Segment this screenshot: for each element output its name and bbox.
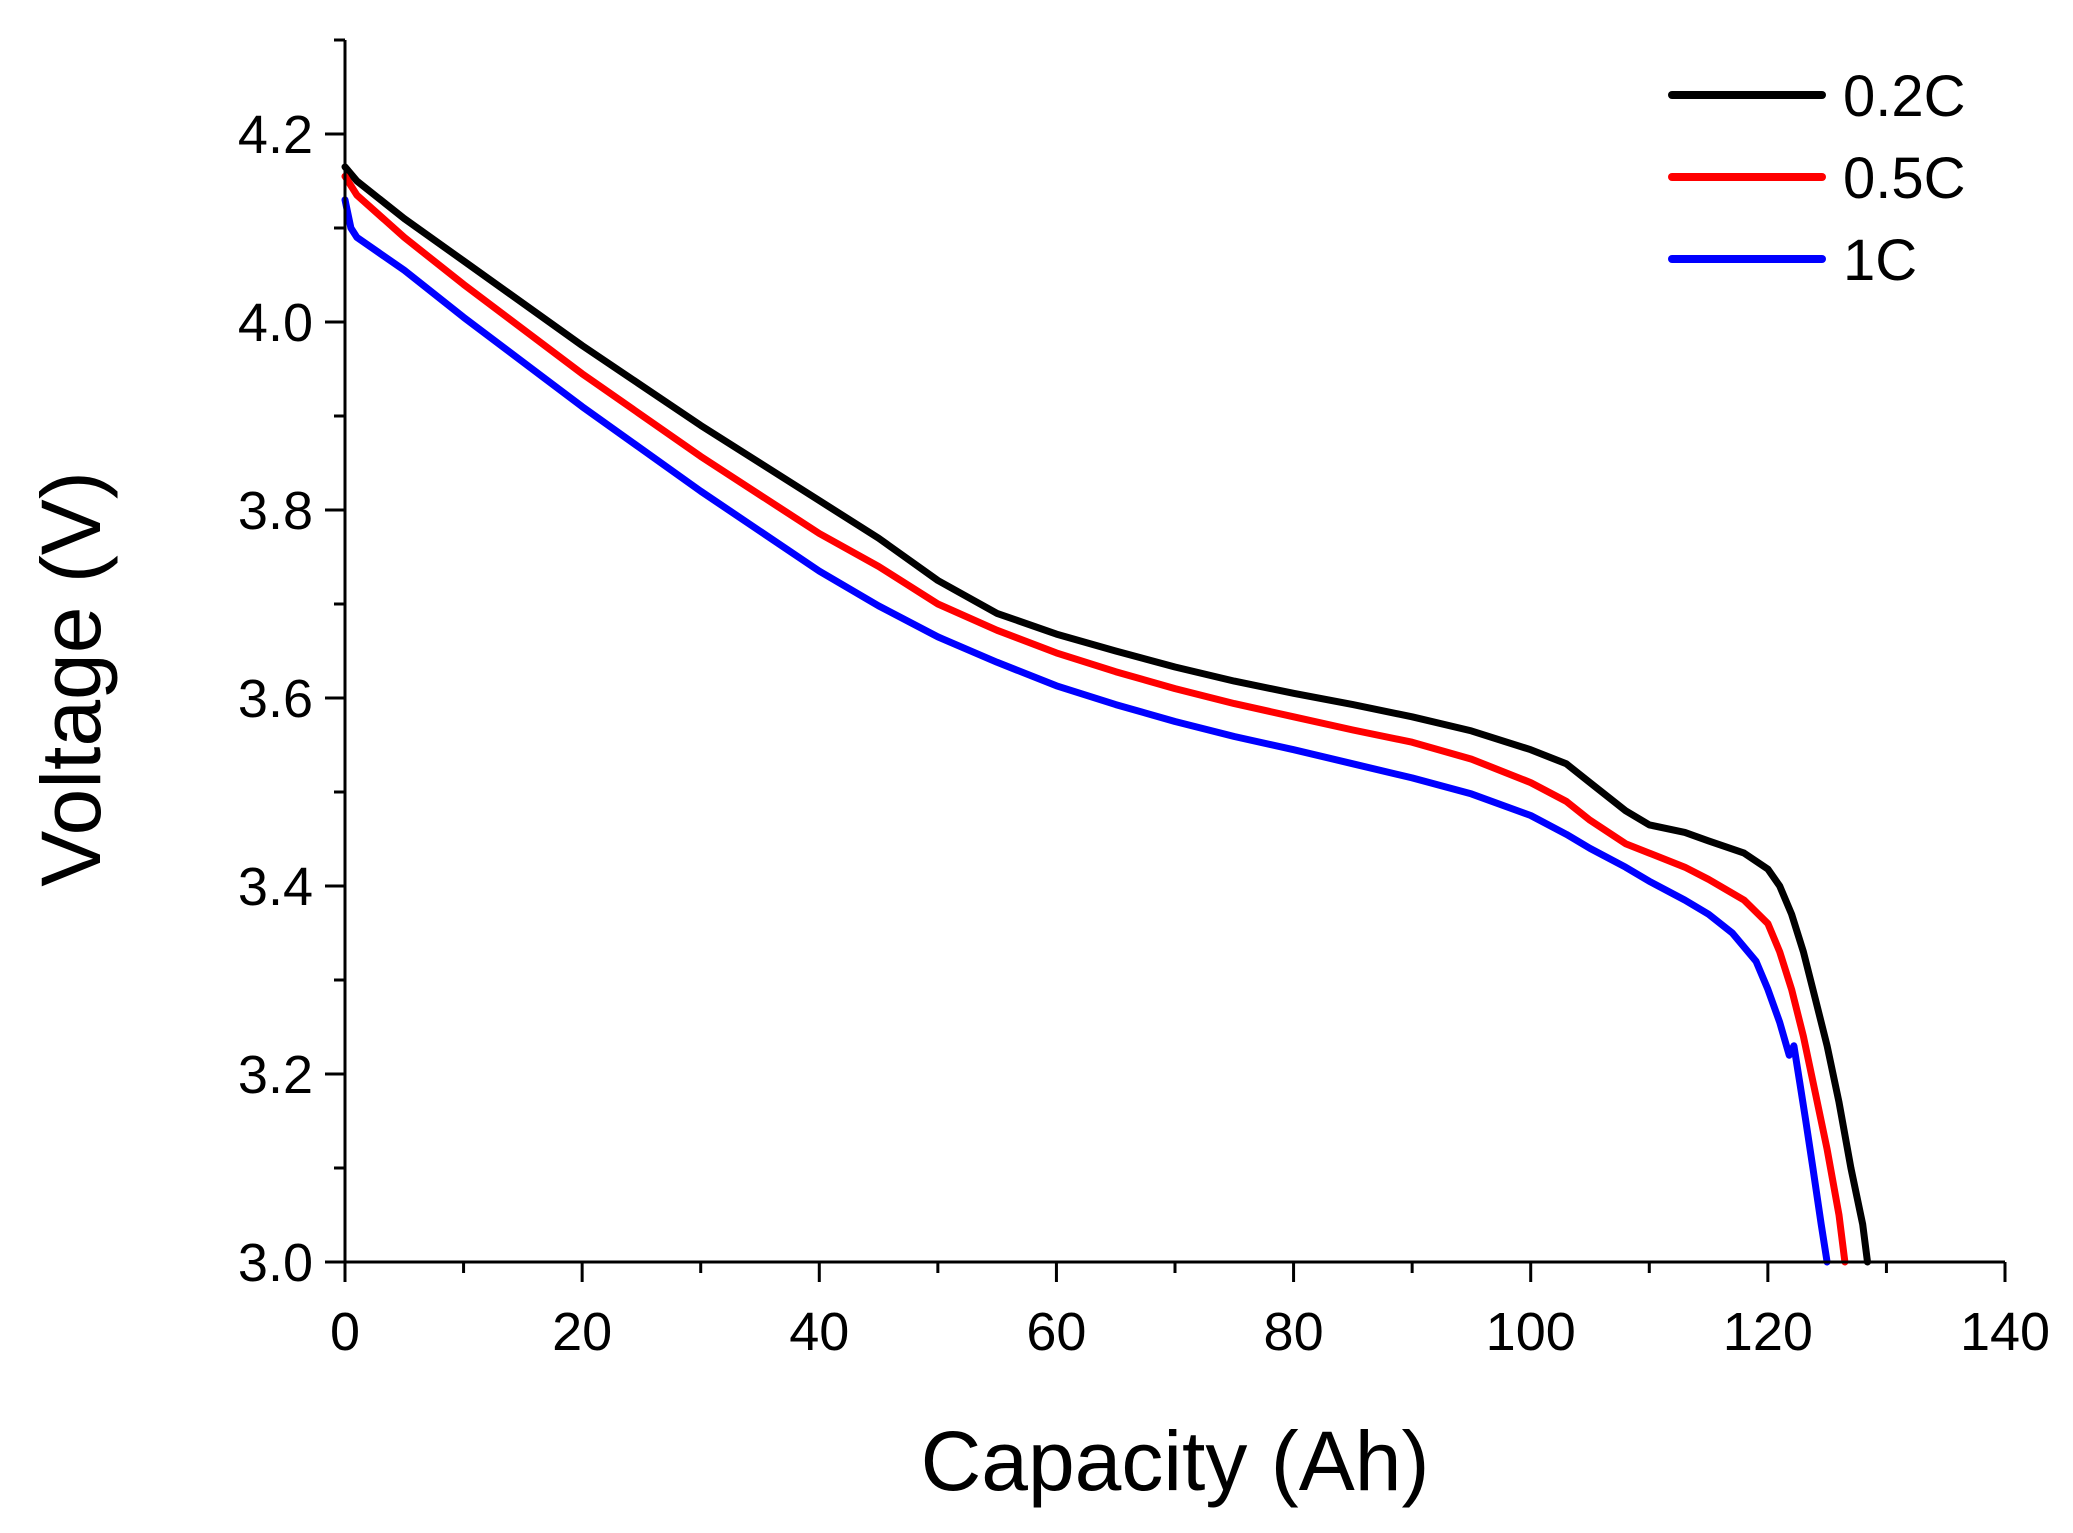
x-axis-title: Capacity (Ah)	[921, 1414, 1430, 1508]
x-tick-label: 40	[789, 1302, 849, 1362]
x-tick-label: 20	[552, 1302, 612, 1362]
legend-label: 0.5C	[1843, 146, 1966, 211]
y-tick-label: 4.2	[238, 105, 313, 165]
y-tick-label: 3.2	[238, 1045, 313, 1105]
x-tick-label: 140	[1960, 1302, 2050, 1362]
legend: 0.2C 0.5C 1C	[1668, 64, 1966, 293]
y-tick-label: 3.6	[238, 669, 313, 729]
axes-layer	[325, 38, 2007, 1282]
series-line-0-5c	[341, 172, 1849, 1266]
y-axis-title: Voltage (V)	[24, 471, 118, 887]
legend-label: 1C	[1843, 228, 1917, 293]
x-tick-label: 80	[1264, 1302, 1324, 1362]
legend-label: 0.2C	[1843, 64, 1966, 129]
labels-layer: Capacity (Ah) Voltage (V) 0 20 40 60 80 100 12…	[24, 105, 2050, 1508]
x-tick-label: 60	[1026, 1302, 1086, 1362]
x-tick-label: 0	[330, 1302, 360, 1362]
y-tick-label: 3.4	[238, 857, 313, 917]
y-tick-label: 4.0	[238, 293, 313, 353]
series-line-0-2c	[341, 163, 1871, 1266]
y-tick-label: 3.0	[238, 1233, 313, 1293]
x-tick-label: 120	[1723, 1302, 1813, 1362]
x-tick-label: 100	[1486, 1302, 1576, 1362]
y-tick-label: 3.8	[238, 481, 313, 541]
series-line-1c	[341, 196, 1831, 1266]
series-layer	[341, 163, 1871, 1266]
